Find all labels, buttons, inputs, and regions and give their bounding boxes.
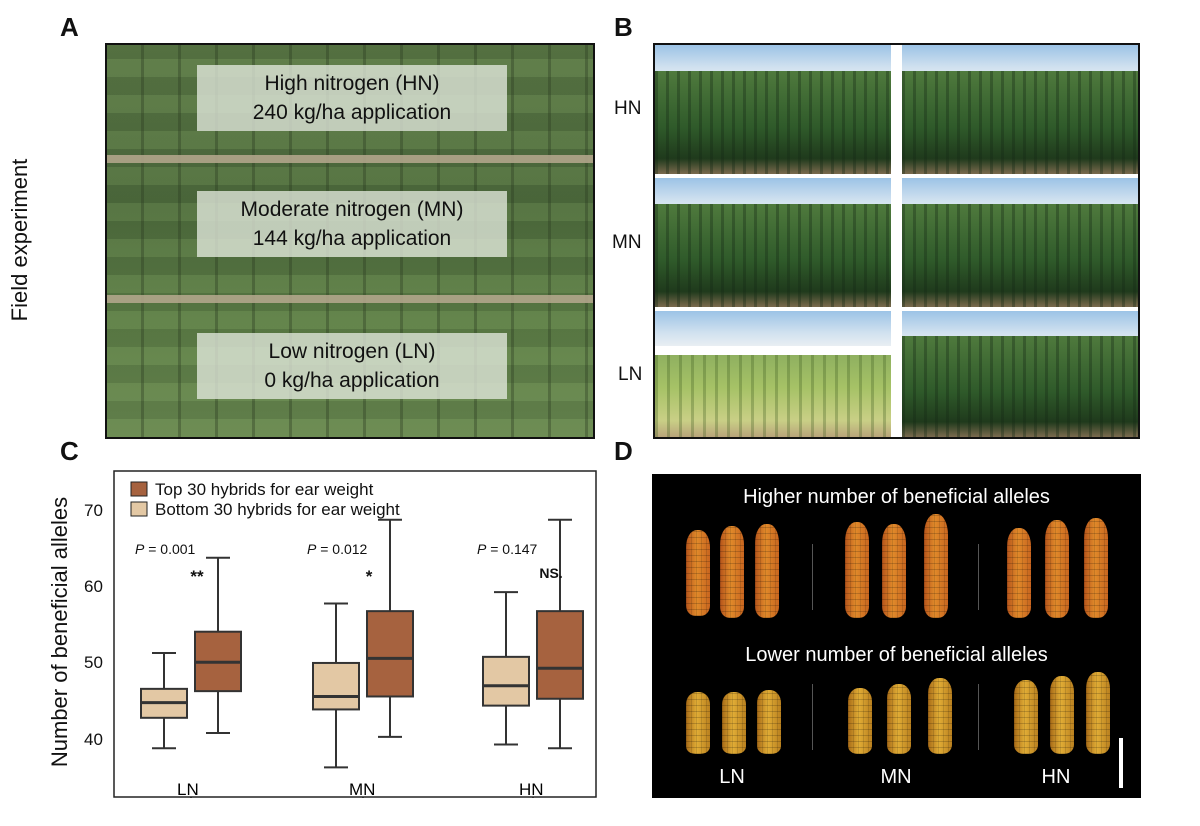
box (536, 610, 584, 700)
field-photo-grid (653, 43, 1140, 439)
scale-bar (1119, 738, 1123, 788)
chart-x-axis: LN MN HN (113, 774, 597, 826)
legend-swatch-bottom (130, 501, 148, 517)
corn-ear (882, 524, 906, 618)
field-label-line1: High nitrogen (HN) (264, 72, 440, 95)
photo-mn-right (902, 178, 1138, 307)
significance-label: NS. (539, 565, 562, 581)
p-value-label: P = 0.147 (477, 541, 538, 557)
ears-label-hn: HN (1041, 766, 1071, 788)
row-label-mn: MN (612, 232, 642, 253)
corn-ear (1007, 528, 1031, 618)
x-tick-label: LN (177, 780, 199, 799)
chart-y-axis-label: Number of beneficial alleles (47, 496, 72, 768)
corn-ear (887, 684, 911, 754)
field-road (107, 295, 593, 303)
panel-label-c: C (60, 436, 79, 466)
x-tick-label: HN (519, 780, 544, 799)
y-tick-label: 60 (84, 577, 103, 597)
corn-ear (686, 692, 710, 754)
group-divider (812, 544, 813, 610)
legend-label-top: Top 30 hybrids for ear weight (155, 480, 374, 499)
x-tick-label: MN (349, 780, 376, 799)
corn-ear (928, 678, 952, 754)
field-label-line2: 144 kg/ha application (252, 227, 452, 250)
ears-label-ln: LN (719, 766, 745, 788)
corn-ear (757, 690, 781, 754)
corn-ear (1084, 518, 1108, 618)
row-label-ln: LN (618, 364, 643, 385)
y-tick-label: 70 (84, 501, 103, 521)
panel-label-a: A (60, 12, 79, 42)
corn-ear (722, 692, 746, 754)
corn-ear (1014, 680, 1038, 754)
corn-ear (720, 526, 744, 618)
chart-legend: Top 30 hybrids for ear weight Bottom 30 … (130, 480, 400, 519)
photo-mn-left (655, 178, 891, 307)
photo-hn-right (902, 45, 1138, 174)
field-label-line2: 240 kg/ha application (252, 101, 452, 124)
field-label-line2: 0 kg/ha application (264, 369, 440, 392)
photo-hn-left (655, 45, 891, 174)
corn-ear (845, 522, 869, 618)
field-experiment-label: Field experiment (7, 158, 32, 322)
corn-ear (848, 688, 872, 754)
legend-swatch-top (130, 481, 148, 497)
corn-ear (1086, 672, 1110, 754)
p-value-label: P = 0.001 (135, 541, 196, 557)
corn-ear (1045, 520, 1069, 618)
box (482, 655, 530, 707)
significance-label: ** (190, 567, 204, 586)
corn-ears-image: Higher number of beneficial alleles Lowe… (652, 474, 1141, 798)
field-label-line1: Low nitrogen (LN) (268, 340, 436, 363)
panel-label-d: D (614, 436, 633, 466)
field-label-line1: Moderate nitrogen (MN) (240, 198, 464, 221)
field-label-hn: High nitrogen (HN) 240 kg/ha application (197, 65, 507, 131)
field-label-mn: Moderate nitrogen (MN) 144 kg/ha applica… (197, 191, 507, 257)
group-divider (978, 544, 979, 610)
ears-title-high: Higher number of beneficial alleles (743, 486, 1050, 508)
corn-ear (686, 530, 710, 616)
field-label-ln: Low nitrogen (LN) 0 kg/ha application (197, 333, 507, 399)
box (312, 661, 360, 711)
group-divider (812, 684, 813, 750)
corn-ear (755, 524, 779, 618)
y-tick-label: 40 (84, 729, 103, 749)
chart-frame (113, 470, 597, 798)
ears-label-mn: MN (880, 766, 912, 788)
field-aerial-image: High nitrogen (HN) 240 kg/ha application… (105, 43, 595, 439)
ears-title-low: Lower number of beneficial alleles (745, 644, 1048, 666)
row-label-hn: HN (614, 98, 642, 119)
legend-label-bottom: Bottom 30 hybrids for ear weight (155, 500, 400, 519)
y-tick-label: 50 (84, 653, 103, 673)
field-road (107, 155, 593, 163)
photo-ln-right (902, 311, 1138, 437)
p-value-label: P = 0.012 (307, 541, 368, 557)
box (366, 610, 414, 698)
corn-ear (1050, 676, 1074, 754)
group-divider (978, 684, 979, 750)
corn-ear (924, 514, 948, 618)
photo-ln-left (655, 311, 891, 437)
significance-label: * (366, 567, 373, 586)
panel-label-b: B (614, 12, 633, 42)
